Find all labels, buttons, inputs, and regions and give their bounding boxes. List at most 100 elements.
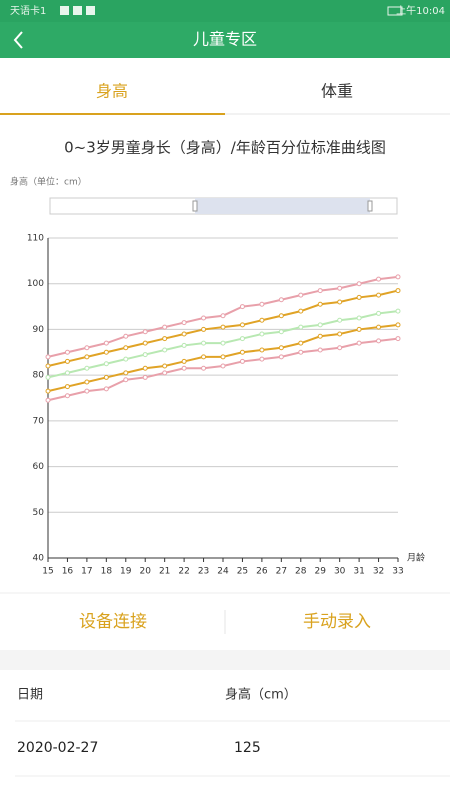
chart: 40 50 60 70 80 90 100 110 15 16 17 18 19 20 21 22 23 24 25… — [27, 234, 404, 577]
point — [220, 363, 226, 369]
y-tick-label: 50 — [33, 508, 45, 518]
point — [278, 313, 284, 319]
status-icon — [60, 6, 69, 15]
point — [84, 379, 90, 385]
point — [84, 354, 90, 360]
x-tick-label: 33 — [392, 567, 403, 577]
point — [142, 374, 148, 380]
status-bar — [0, 0, 450, 22]
point — [45, 397, 51, 403]
x-tick-label: 31 — [353, 567, 364, 577]
point — [317, 288, 323, 294]
point — [181, 331, 187, 337]
point — [356, 326, 362, 332]
zoom-handle[interactable] — [192, 200, 198, 212]
point — [337, 345, 343, 351]
point — [103, 374, 109, 380]
point — [298, 308, 304, 314]
carrier: 天语卡1 — [10, 4, 46, 17]
point — [278, 345, 284, 351]
table-cell: 2020-02-27 — [17, 740, 98, 756]
point — [278, 329, 284, 335]
point — [317, 322, 323, 328]
point — [103, 340, 109, 346]
point — [84, 388, 90, 394]
point — [220, 313, 226, 319]
point — [356, 340, 362, 346]
point — [162, 324, 168, 330]
point — [259, 301, 265, 307]
point — [84, 365, 90, 371]
point — [64, 393, 70, 399]
x-tick-label: 21 — [159, 567, 170, 577]
point — [103, 349, 109, 355]
point — [45, 354, 51, 360]
point — [123, 377, 129, 383]
back-button[interactable] — [13, 31, 23, 49]
x-tick-label: 18 — [101, 567, 113, 577]
x-tick-label: 26 — [256, 567, 268, 577]
point — [123, 370, 129, 376]
y-tick-label: 70 — [33, 416, 45, 426]
point — [395, 308, 401, 314]
point — [123, 356, 129, 362]
x-tick-label: 24 — [217, 567, 229, 577]
x-tick-label: 23 — [198, 567, 209, 577]
point — [259, 347, 265, 353]
point — [45, 363, 51, 369]
tab-indicator — [0, 113, 225, 115]
device-button[interactable]: 设备连接 — [79, 612, 147, 632]
point — [201, 365, 207, 371]
x-tick-label: 25 — [237, 567, 248, 577]
x-tick-label: 28 — [295, 567, 307, 577]
point — [123, 333, 129, 339]
point — [142, 329, 148, 335]
point — [395, 288, 401, 294]
point — [181, 342, 187, 348]
series-line — [47, 337, 399, 402]
point — [239, 304, 245, 310]
point — [181, 320, 187, 326]
point — [239, 358, 245, 364]
point — [45, 374, 51, 380]
point — [142, 340, 148, 346]
point — [239, 349, 245, 355]
x-tick-label: 29 — [314, 567, 326, 577]
x-tick-label: 16 — [62, 567, 74, 577]
point — [201, 315, 207, 321]
point — [142, 352, 148, 358]
point — [376, 276, 382, 282]
y-tick-label: 80 — [33, 371, 45, 381]
y-tick-label: 90 — [33, 325, 45, 335]
point — [201, 340, 207, 346]
tab-active[interactable]: 身高 — [96, 82, 128, 101]
point — [337, 299, 343, 305]
manual-button[interactable]: 手动录入 — [303, 612, 371, 632]
zoom-window[interactable] — [195, 198, 370, 214]
point — [356, 281, 362, 287]
x-tick-label: 27 — [276, 567, 287, 577]
point — [142, 365, 148, 371]
point — [395, 336, 401, 342]
point — [395, 322, 401, 328]
point — [201, 326, 207, 332]
x-tick-label: 17 — [81, 567, 92, 577]
time: 上午10:04 — [396, 4, 445, 17]
point — [259, 317, 265, 323]
point — [239, 322, 245, 328]
x-tick-label: 19 — [120, 567, 132, 577]
point — [64, 349, 70, 355]
point — [162, 336, 168, 342]
zoom-handle[interactable] — [367, 200, 373, 212]
point — [123, 345, 129, 351]
tab[interactable]: 体重 — [321, 82, 353, 101]
table-cell: 125 — [234, 740, 261, 756]
point — [45, 388, 51, 394]
status-icon — [73, 6, 82, 15]
point — [356, 294, 362, 300]
point — [162, 347, 168, 353]
point — [298, 349, 304, 355]
x-tick-label: 30 — [334, 567, 346, 577]
point — [376, 310, 382, 316]
